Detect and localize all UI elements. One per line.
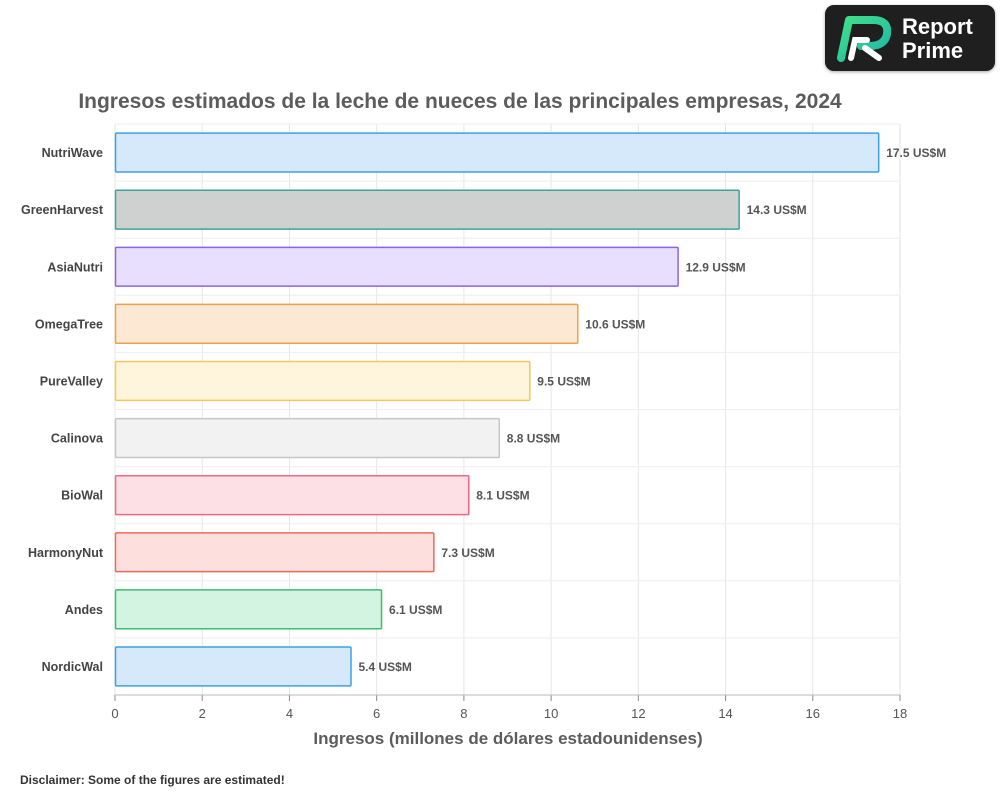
data-label: 5.4 US$M (359, 660, 412, 674)
bar-biowal (114, 474, 470, 516)
x-tick-label: 10 (544, 706, 558, 721)
bar-nordicwal (114, 646, 352, 687)
bar-andes (114, 589, 383, 630)
data-label: 14.3 US$M (747, 203, 807, 217)
x-tick-label: 6 (373, 706, 380, 721)
category-label: HarmonyNut (28, 546, 104, 560)
data-label: 8.8 US$M (507, 432, 560, 446)
x-tick-label: 14 (718, 706, 732, 721)
bar-omegatree (114, 303, 579, 345)
chart-bars (114, 132, 880, 687)
data-label: 10.6 US$M (585, 317, 645, 331)
category-label: Andes (65, 603, 103, 617)
x-tick-label: 16 (806, 706, 820, 721)
category-label: GreenHarvest (21, 203, 104, 217)
data-label: 6.1 US$M (389, 603, 442, 617)
category-label: PureValley (40, 374, 103, 388)
x-tick-label: 18 (893, 706, 907, 721)
data-label: 7.3 US$M (441, 546, 494, 560)
chart-title: Ingresos estimados de la leche de nueces… (78, 90, 842, 113)
data-label: 17.5 US$M (886, 146, 946, 160)
x-tick-label: 0 (111, 706, 118, 721)
logo-text-line2: Prime (902, 38, 964, 63)
data-label: 9.5 US$M (537, 374, 590, 388)
x-tick-label: 12 (631, 706, 645, 721)
disclaimer-text: Disclaimer: Some of the figures are esti… (20, 773, 285, 787)
category-label: Calinova (51, 432, 104, 446)
bar-purevalley (114, 360, 531, 402)
data-label: 12.9 US$M (686, 260, 746, 274)
category-label: BioWal (61, 489, 103, 503)
x-tick-label: 4 (286, 706, 293, 721)
data-label: 8.1 US$M (476, 489, 529, 503)
category-label: OmegaTree (35, 317, 103, 331)
chart-labels: 0 2 4 6 8 10 12 14 16 18 NutriWave 17.5 US$M GreenHa… (21, 146, 946, 721)
bar-calinova (114, 417, 501, 459)
bar-harmonynut (114, 532, 435, 573)
bar-greenharvest (114, 189, 740, 230)
logo-text-line1: Report (902, 14, 973, 39)
x-tick-label: 8 (460, 706, 467, 721)
logo-text: Report Prime (902, 15, 973, 63)
bar-nutriwave (114, 132, 880, 173)
report-prime-logo: Report Prime (825, 5, 995, 71)
x-axis-title: Ingresos (millones de dólares estadounid… (313, 729, 702, 748)
bar-asianutri (114, 246, 679, 287)
category-label: NordicWal (42, 660, 103, 674)
category-label: AsiaNutri (47, 260, 103, 274)
x-tick-label: 2 (199, 706, 206, 721)
report-prime-logo-icon (837, 16, 892, 62)
category-label: NutriWave (42, 146, 103, 160)
